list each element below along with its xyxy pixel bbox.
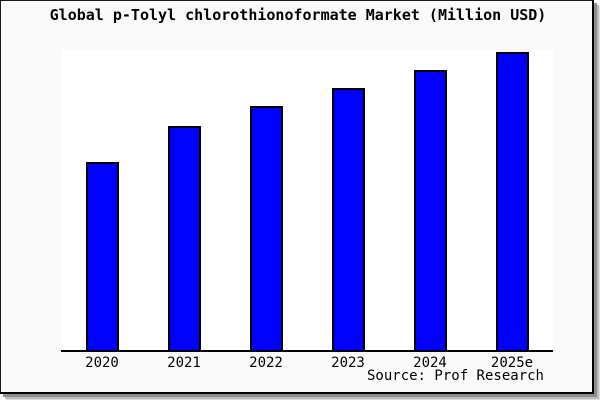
bar (249, 106, 283, 351)
bar (85, 162, 119, 351)
bar (495, 52, 529, 351)
x-tick-label: 2020 (85, 355, 119, 371)
chart-title: Global p-Tolyl chlorothionoformate Marke… (49, 6, 547, 24)
source-credit: Source: Prof Research (366, 368, 544, 384)
chart-frame: Global p-Tolyl chlorothionoformate Marke… (0, 0, 594, 394)
plot-area (61, 50, 553, 351)
bar (331, 88, 365, 351)
x-tick-label: 2021 (167, 355, 201, 371)
bars-layer (61, 50, 553, 351)
bar (413, 70, 447, 351)
x-tick-label: 2025e (490, 355, 534, 371)
x-tick-label: 2022 (249, 355, 283, 371)
x-tick-label: 2023 (331, 355, 365, 371)
x-tick-label: 2024 (413, 355, 447, 371)
x-axis-line (61, 350, 553, 352)
x-axis-tick-labels: 2020 2021 2022 2023 2024 2025e (61, 355, 553, 371)
bar (167, 126, 201, 351)
